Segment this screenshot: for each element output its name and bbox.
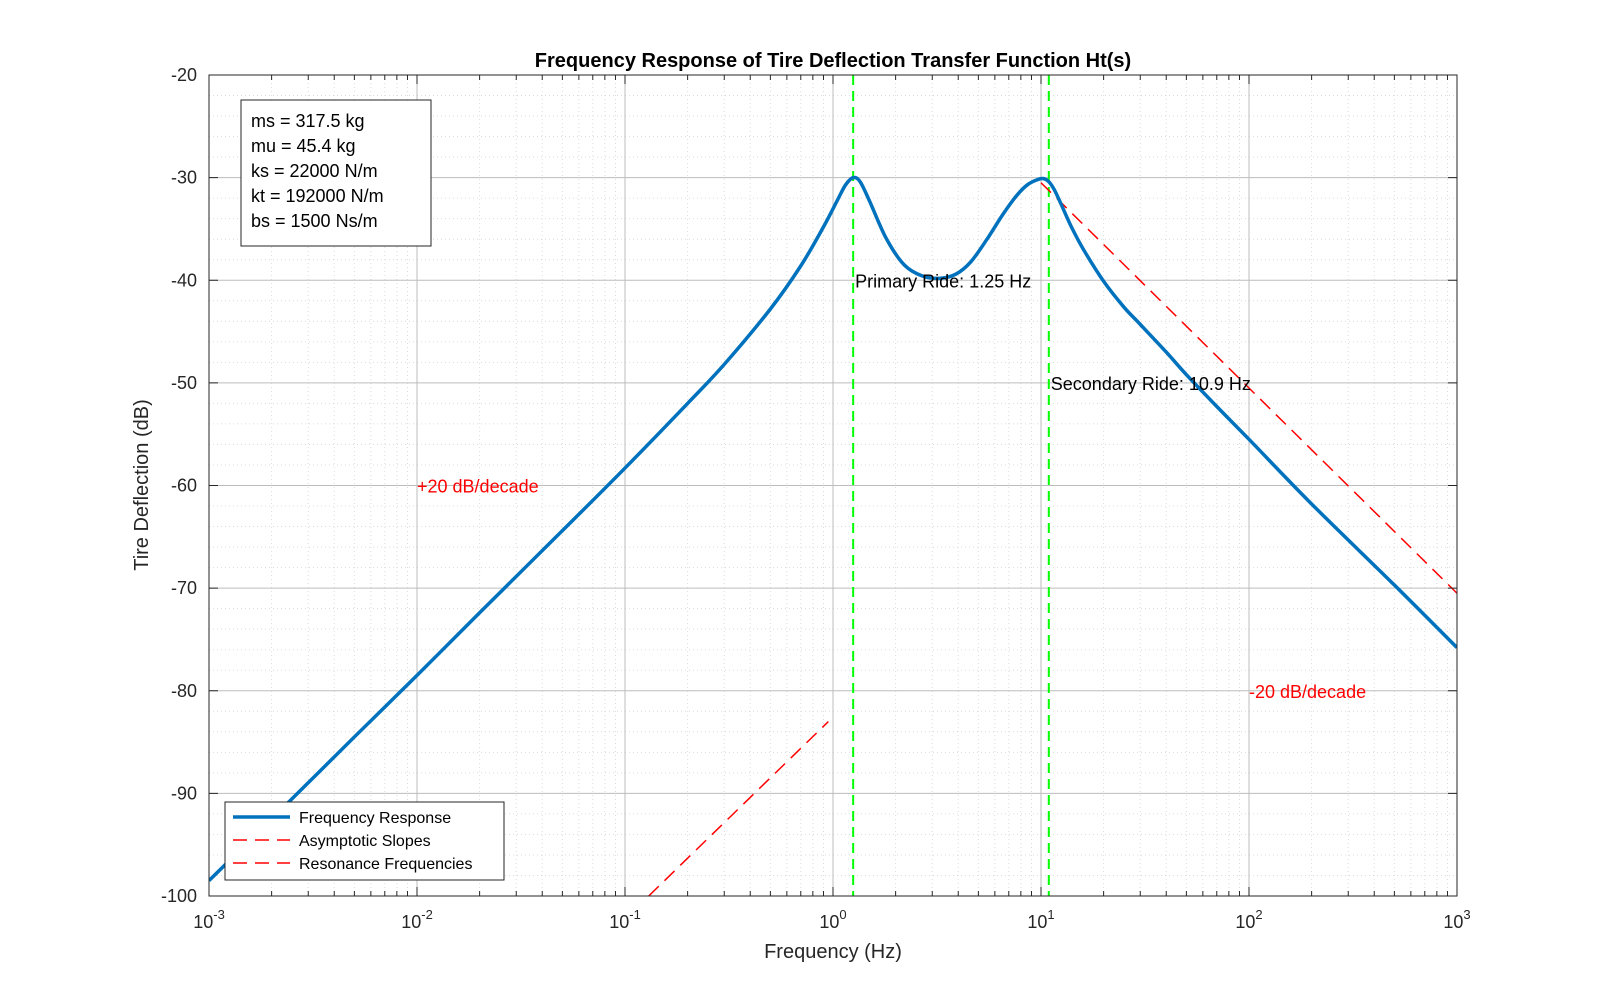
asymptotic-slope-line [1040,182,1457,594]
x-tick-labels: 10-3 10-2 10-1 100 101 102 103 [193,907,1470,932]
x-tick-label: 10-3 [193,907,225,932]
x-tick-label: 102 [1235,907,1262,932]
x-tick-label: 10-1 [609,907,641,932]
frequency-response-line [209,175,1457,882]
y-tick-label: -50 [171,373,197,393]
resonance-annotation: Secondary Ride: 10.9 Hz [1051,374,1251,394]
parameter-box: ms = 317.5 kg mu = 45.4 kg ks = 22000 N/… [240,99,432,247]
param-mu: mu = 45.4 kg [251,136,356,156]
param-bs: bs = 1500 Ns/m [251,211,378,231]
legend-label-frequency-response: Frequency Response [299,810,451,827]
y-tick-label: -60 [171,476,197,496]
y-tick-label: -100 [161,886,197,906]
x-tick-label: 10-2 [401,907,433,932]
param-ms: ms = 317.5 kg [251,111,365,131]
y-tick-label: -20 [171,65,197,85]
y-tick-label: -30 [171,168,197,188]
asymptotic-slope-line [648,720,829,896]
slope-annotation: -20 dB/decade [1249,682,1366,702]
param-ks: ks = 22000 N/m [251,161,378,181]
y-tick-label: -40 [171,270,197,290]
resonance-lines [852,75,1050,896]
legend-frame [224,801,505,881]
x-axis-label: Frequency (Hz) [764,941,902,963]
y-axis-label: Tire Deflection (dB) [131,399,153,571]
slope-annotation: +20 dB/decade [417,477,539,497]
legend-label-resonance-frequencies: Resonance Frequencies [299,856,472,873]
annotations: Primary Ride: 1.25 Hz Secondary Ride: 10.… [417,271,1366,702]
tick-marks [208,74,1458,897]
y-tick-labels: -20 -30 -40 -50 -60 -70 -80 -90 -100 [161,65,197,906]
legend: Frequency Response Asymptotic Slopes Res… [224,801,505,881]
x-tick-label: 100 [819,907,846,932]
x-tick-label: 103 [1443,907,1470,932]
chart-title: Frequency Response of Tire Deflection Tr… [535,50,1131,72]
y-tick-label: -90 [171,783,197,803]
parameter-box-frame [240,99,432,247]
param-kt: kt = 192000 N/m [251,186,384,206]
series-layer [209,175,1457,896]
resonance-annotation: Primary Ride: 1.25 Hz [855,271,1031,291]
x-tick-label: 101 [1027,907,1054,932]
y-tick-label: -80 [171,681,197,701]
y-tick-label: -70 [171,578,197,598]
legend-label-asymptotic-slopes: Asymptotic Slopes [299,833,431,850]
